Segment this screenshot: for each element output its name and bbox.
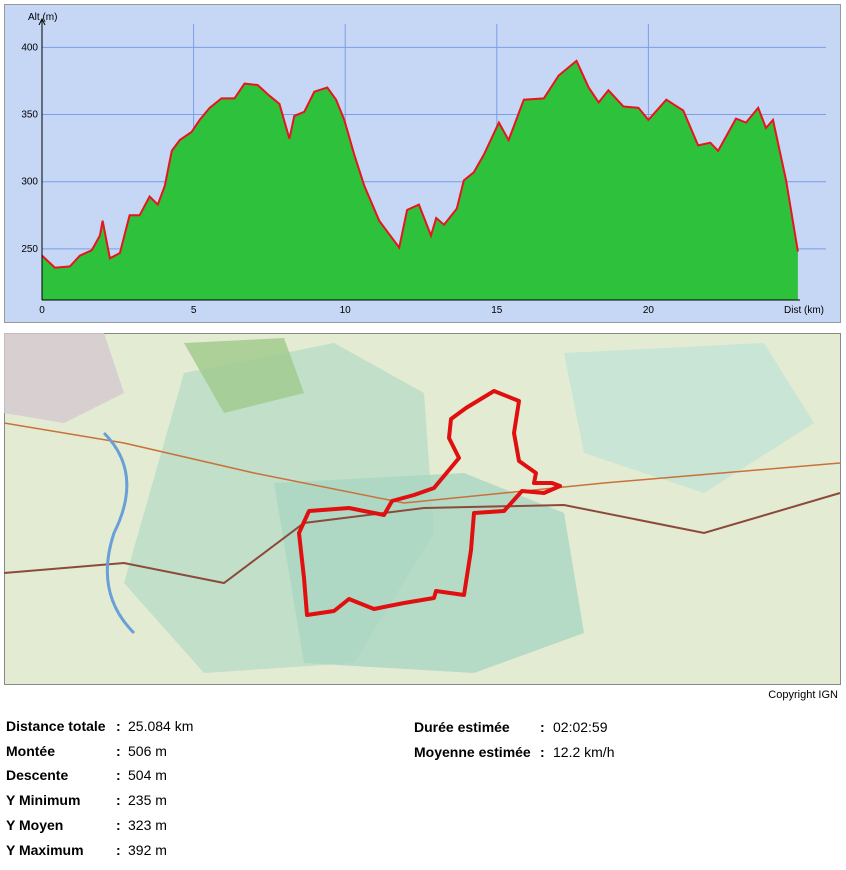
line — [41, 59, 799, 269]
railway — [4, 492, 841, 585]
road — [4, 422, 841, 504]
stat-label: Durée estimée — [414, 719, 510, 735]
stat-value: 392 m — [128, 841, 167, 858]
y-axis-arrow — [38, 17, 46, 26]
elevation-chart: Alt (m) Dist (km) 250 300 350 400 0 5 10 15 20 — [4, 4, 841, 323]
x-tick-label: 20 — [643, 305, 655, 316]
y-tick-label: 250 — [21, 244, 38, 255]
stat-label: Y Moyen — [6, 816, 64, 833]
stat-separator: : — [116, 718, 121, 734]
stat-separator: : — [116, 742, 121, 759]
stat-label: Montée — [6, 742, 55, 759]
town — [4, 333, 124, 423]
y-tick-label: 400 — [21, 42, 38, 53]
copyright: Copyright IGN — [768, 689, 838, 701]
map — [4, 333, 841, 685]
stat-value: 235 m — [128, 792, 167, 809]
river — [102, 431, 136, 635]
x-tick-label: 10 — [340, 305, 352, 316]
stat-separator: : — [116, 816, 121, 833]
y-tick-label: 300 — [21, 177, 38, 188]
stat-label: Moyenne estimée — [414, 743, 531, 760]
stat-value: 504 m — [128, 767, 167, 784]
area — [42, 60, 798, 300]
stat-label: Y Minimum — [6, 792, 81, 809]
stat-separator: : — [116, 792, 121, 809]
x-tick-label: 0 — [39, 305, 45, 316]
forest — [274, 473, 584, 673]
stat-separator: : — [540, 719, 545, 735]
forest — [564, 343, 814, 493]
stat-value: 506 m — [128, 742, 167, 759]
stat-separator: : — [116, 767, 121, 784]
stat-label: Y Maximum — [6, 841, 84, 858]
stat-separator: : — [540, 743, 545, 760]
x-tick-label: 15 — [491, 305, 503, 316]
stat-value: 323 m — [128, 816, 167, 833]
stat-value: 02:02:59 — [553, 719, 608, 735]
stat-label: Distance totale — [6, 718, 106, 734]
woods — [184, 338, 304, 413]
stat-separator: : — [116, 841, 121, 858]
x-tick-label: 5 — [191, 305, 197, 316]
stat-label: Descente — [6, 767, 69, 784]
y-axis-label: Alt (m) — [28, 12, 57, 23]
y-tick-label: 350 — [21, 110, 38, 121]
stat-value: 12.2 km/h — [553, 743, 615, 760]
x-axis-label: Dist (km) — [784, 305, 824, 316]
stat-value: 25.084 km — [128, 718, 194, 734]
route — [297, 389, 562, 617]
